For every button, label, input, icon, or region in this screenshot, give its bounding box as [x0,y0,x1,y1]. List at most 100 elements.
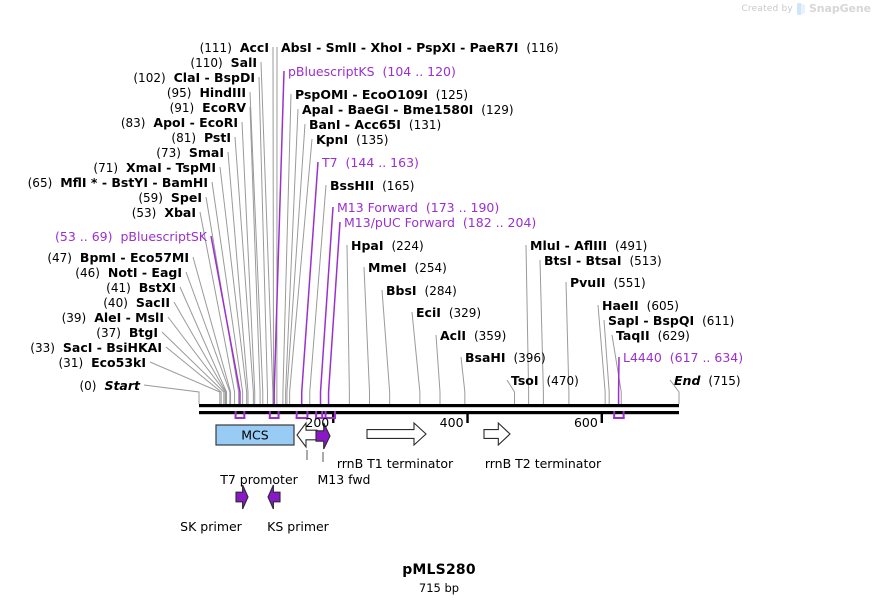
label-name: T7 [322,155,338,170]
ruler-label-200: 200 [305,415,330,430]
leader-line [219,166,248,404]
label-name: ApaI - BaeGI - Bme1580I [302,102,474,117]
label-name: pBluescriptSK [120,229,207,244]
left-label-pbluescriptsk[interactable]: (53 .. 69) pBluescriptSK [55,229,207,244]
left-label-salI[interactable]: (110) SalI [190,56,257,70]
feature-connector [306,450,308,460]
right-label-pvuii[interactable]: PvuII (551) [570,276,646,290]
snapgene-logo-icon [796,2,805,15]
left-label-eco53ki[interactable]: (31) Eco53kI [59,356,147,370]
ruler-tick [466,414,469,423]
feature-ks-primer[interactable] [267,484,281,510]
left-label-noti-eagi[interactable]: (46) NotI - EagI [75,266,182,280]
right-label-sapi-bspqi[interactable]: SapI - BspQI (611) [608,314,734,328]
right-label-hpai[interactable]: HpaI (224) [351,239,424,253]
leader-line [143,384,200,404]
feature-sk-primer[interactable] [235,484,249,510]
right-label-kpni[interactable]: KpnI (135) [316,132,388,147]
left-label-spei[interactable]: (59) SpeI [138,191,202,205]
leader-line [309,184,327,404]
feature-rrnb-t1-terminator[interactable] [366,421,427,447]
label-position: (40) [103,296,128,310]
left-label-bpmi-eco57mi[interactable]: (47) BpmI - Eco57MI [47,251,189,265]
label-position: (33) [30,341,55,355]
leader-line [179,286,228,404]
left-label-apoi-ecori[interactable]: (83) ApoI - EcoRI [121,115,238,130]
right-label-pbluescriptks[interactable]: pBluescriptKS (104 .. 120) [288,64,456,79]
left-label-ecorv[interactable]: (91) EcoRV [170,101,246,115]
right-label-mlui-afliii[interactable]: MluI - AflIII (491) [530,239,647,253]
right-label-haeii[interactable]: HaeII (605) [602,299,679,313]
left-label-mfli-bstyi-bamhi[interactable]: (65) MflI * - BstYI - BamHI [28,175,208,190]
leader-line [167,316,226,404]
label-position: (46) [75,266,100,280]
leader-line [319,206,334,404]
right-label-absi-smli-xhoi-pspxi-paer7i[interactable]: AbsI - SmlI - XhoI - PspXI - PaeR7I (116… [281,41,559,55]
right-label-btsi-btsai[interactable]: BtsI - BtsaI (513) [544,254,662,268]
right-label-mmei[interactable]: MmeI (254) [368,261,447,275]
label-position: (182 .. 204) [462,215,537,230]
right-label-taqii[interactable]: TaqII (629) [616,329,690,343]
label-position: (104 .. 120) [382,64,456,79]
left-label-xbai[interactable]: (53) XbaI [132,205,196,220]
leader-line [300,161,319,404]
label-name: BtgI [128,325,158,340]
label-name: ApoI - EcoRI [153,115,238,130]
right-label-ecii[interactable]: EciI (329) [416,305,481,320]
right-label-tsoi[interactable]: TsoI (470) [511,374,579,388]
leader-line [603,319,610,404]
label-position: (129) [481,103,514,117]
right-label-pspomi-ecoo109i[interactable]: PspOMI - EcoO109I (125) [295,87,468,102]
feature-m13-fwd-label: M13 fwd [317,472,371,487]
leader-line [205,196,240,404]
right-label-bbsi[interactable]: BbsI (284) [386,284,457,298]
label-name: EciI [416,305,441,320]
left-label-smai[interactable]: (73) SmaI [156,146,224,160]
label-name: L4440 [623,350,662,365]
right-label-t7[interactable]: T7 (144 .. 163) [322,155,419,170]
right-label-end[interactable]: End (715) [674,374,741,388]
feature-rrnb-t2-terminator[interactable] [483,421,511,447]
label-name: PspOMI - EcoO109I [295,87,428,102]
label-name: AccI [239,40,269,55]
ruler-label-400: 400 [439,415,464,430]
leader-line [282,93,292,404]
right-label-l4440[interactable]: L4440 (617 .. 634) [623,350,743,365]
label-name: BstXI [138,280,176,295]
label-position: (73) [156,146,181,160]
right-label-bani-acc65i[interactable]: BanI - Acc65I (131) [309,118,441,132]
left-label-sacii[interactable]: (40) SacII [103,296,170,310]
left-label-start[interactable]: (0) Start [79,378,140,393]
left-label-hindiii[interactable]: (95) HindIII [167,86,246,100]
leader-line [327,221,341,404]
left-label-psti[interactable]: (81) PstI [171,131,231,145]
right-label-m13-puc-forward[interactable]: M13/pUC Forward (182 .. 204) [344,215,537,230]
left-label-accI[interactable]: (111) AccI [200,40,269,55]
label-name: Start [104,378,140,393]
feature-mcs-label: MCS [241,427,269,443]
left-label-alei-msli[interactable]: (39) AleI - MslI [62,311,164,325]
right-label-bsahi[interactable]: BsaHI (396) [465,351,546,365]
label-name: BssHII [330,178,375,193]
right-label-m13-forward[interactable]: M13 Forward (173 .. 190) [337,201,499,215]
leader-line [435,334,441,404]
left-label-bstxi[interactable]: (41) BstXI [106,280,176,295]
label-name: XbaI [164,205,196,220]
left-label-claI-bspdi[interactable]: (102) ClaI - BspDI [133,71,255,85]
right-label-apai-baegi-bme1580i[interactable]: ApaI - BaeGI - Bme1580I (129) [302,102,514,117]
label-name: KpnI [316,132,349,147]
leader-line [411,311,421,404]
right-label-acli[interactable]: AclI (359) [440,329,507,343]
left-label-btgi[interactable]: (37) BtgI [96,325,158,340]
label-position: (359) [473,329,507,343]
ruler-tick [332,414,335,423]
leader-line [211,181,244,404]
leader-line [597,304,606,404]
label-position: (37) [96,326,121,340]
left-label-saci-bsihkai[interactable]: (33) SacI - BsiHKAI [30,341,162,355]
left-label-xmai-tspmi[interactable]: (71) XmaI - TspMI [93,160,216,175]
label-position: (551) [613,276,646,290]
label-name: XmaI - TspMI [126,160,216,175]
right-label-bsshii[interactable]: BssHII (165) [330,178,414,193]
label-name: MflI * - BstYI - BamHI [60,175,208,190]
